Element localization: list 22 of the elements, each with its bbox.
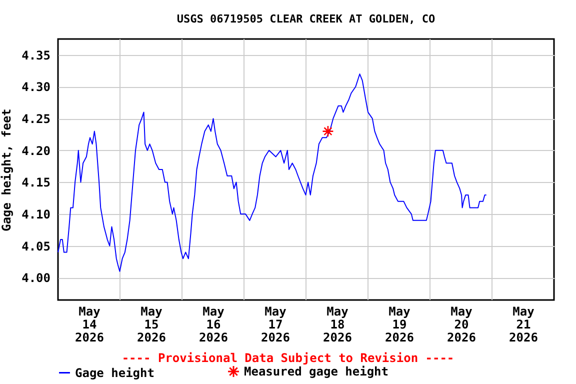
legend-label: Measured gage height xyxy=(244,364,388,379)
x-tick-label: May 20 2026 xyxy=(447,304,476,344)
y-axis-title: Gage height, feet xyxy=(0,108,14,232)
x-tick-label: May 17 2026 xyxy=(261,304,290,344)
line-series xyxy=(58,74,487,272)
y-tick-label: 4.15 xyxy=(22,176,50,190)
y-tick-label: 4.30 xyxy=(22,80,50,94)
y-tick-label: 4.00 xyxy=(22,271,50,286)
x-tick-label: May 21 2026 xyxy=(509,304,538,344)
text: ---- Provisional Data Subject to Revision ---- xyxy=(120,351,456,365)
x-tick-label: May 14 2026 xyxy=(75,304,104,344)
y-tick-label: 4.05 xyxy=(22,239,50,254)
chart-title: USGS 06719505 CLEAR CREEK AT GOLDEN, CO xyxy=(176,12,436,26)
y-tick-label: 4.35 xyxy=(22,48,50,62)
y-tick-label: 4.10 xyxy=(22,208,50,222)
x-tick-label: May 19 2026 xyxy=(385,304,414,344)
x-tick-label: May 15 2026 xyxy=(137,304,166,344)
y-tick-label: 4.20 xyxy=(22,144,50,158)
legend-label: Gage height xyxy=(75,366,154,380)
y-tick-label: 4.25 xyxy=(22,112,50,126)
x-tick-label: May 18 2026 xyxy=(323,304,352,344)
x-tick-label: May 16 2026 xyxy=(199,304,228,344)
